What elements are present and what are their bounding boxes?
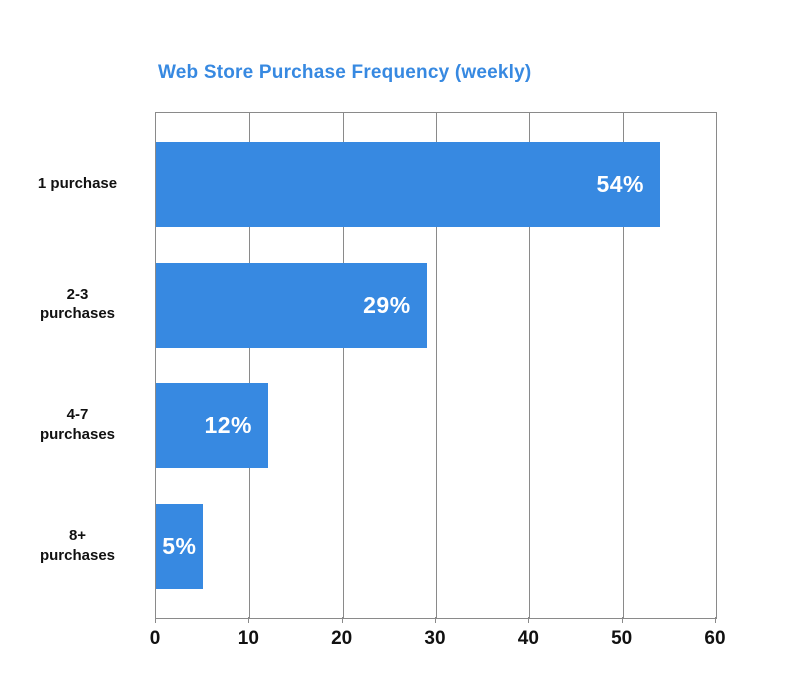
- x-tick-mark: [715, 617, 716, 623]
- x-tick-label: 20: [331, 628, 353, 649]
- bar: 5%: [156, 504, 203, 589]
- bar-value-label: 5%: [162, 533, 197, 559]
- bar-value-label: 54%: [596, 171, 644, 197]
- category-label: 2-3 purchases: [39, 285, 116, 323]
- x-tick-mark: [621, 617, 623, 623]
- bar: 29%: [156, 262, 427, 348]
- gridline: [249, 113, 251, 618]
- x-tick-mark: [435, 617, 436, 623]
- bar: 12%: [156, 383, 268, 469]
- bar-value-label: 12%: [204, 412, 252, 439]
- x-tick-label: 0: [149, 628, 161, 649]
- x-tick-label: 30: [424, 628, 446, 649]
- gridline: [529, 113, 531, 618]
- plot-area: 54% 29% 12% 5%: [155, 112, 717, 619]
- x-tick-mark: [248, 617, 250, 623]
- y-axis-labels: 1 purchase 2-3 purchases 4-7 purchases 8+ p…: [0, 112, 155, 617]
- x-tick-mark: [528, 617, 530, 623]
- gridline: [436, 113, 437, 618]
- x-tick-label: 40: [517, 628, 539, 649]
- gridline: [342, 113, 344, 618]
- category-label: 4-7 purchases: [39, 406, 116, 443]
- category-label: 8+ purchases: [39, 527, 116, 564]
- bar: 54%: [156, 142, 660, 227]
- x-tick-mark: [155, 617, 156, 623]
- x-tick-label: 60: [704, 628, 726, 649]
- chart-title: Web Store Purchase Frequency (weekly): [158, 62, 532, 83]
- gridline: [622, 113, 624, 618]
- x-tick-label: 50: [611, 628, 633, 649]
- x-axis: 0 10 20 30 40 50 60: [150, 617, 726, 662]
- bar-value-label: 29%: [363, 291, 411, 318]
- x-tick-mark: [341, 617, 343, 623]
- x-tick-label: 10: [237, 628, 259, 649]
- category-label: 1 purchase: [37, 174, 118, 192]
